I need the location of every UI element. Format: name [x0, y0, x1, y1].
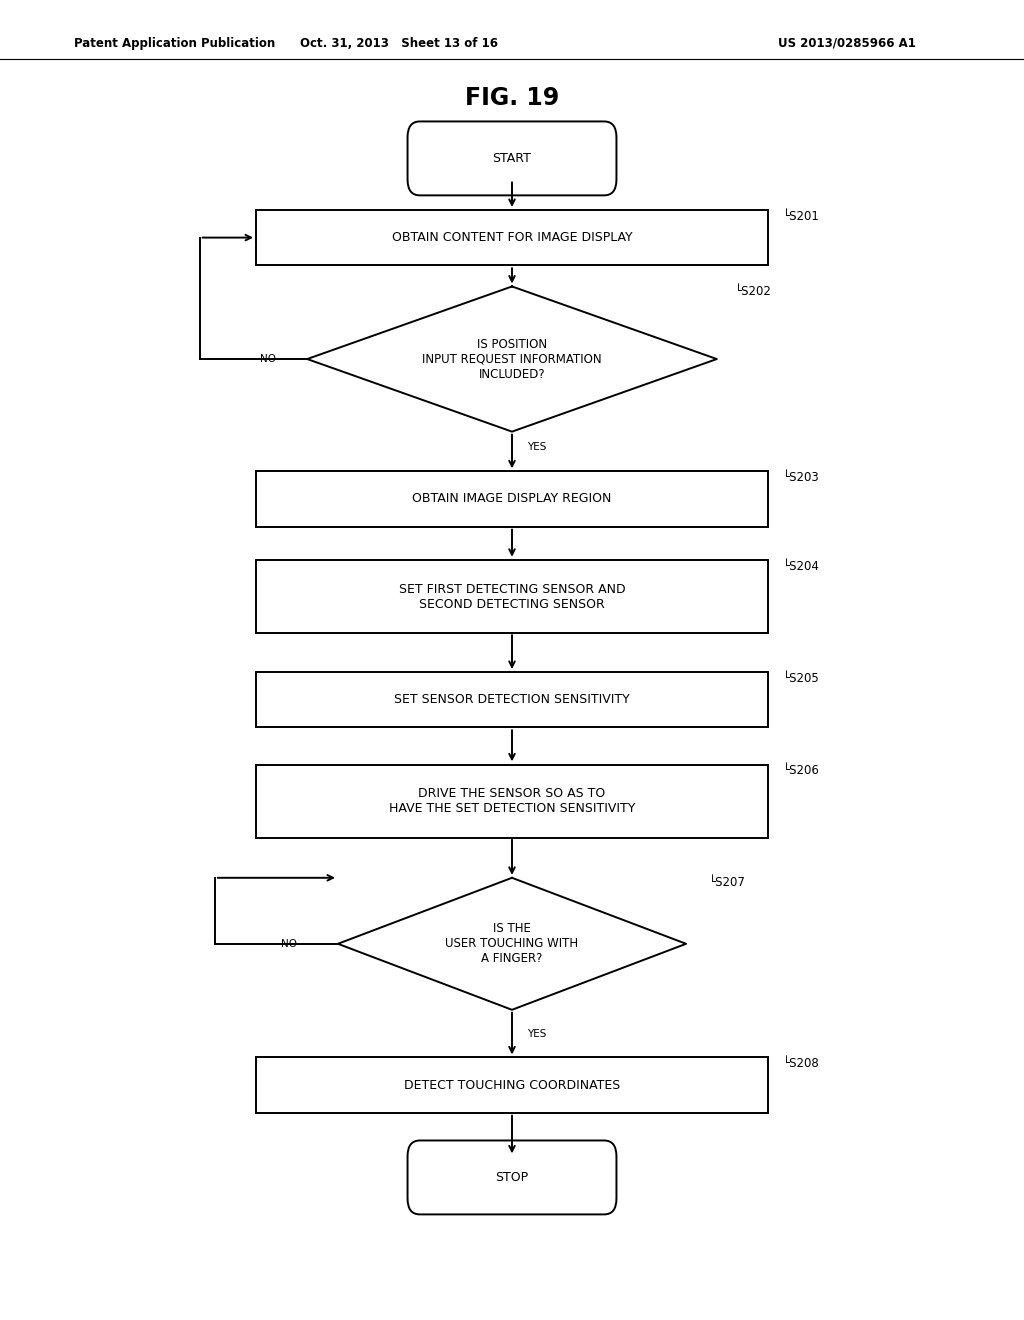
- Text: └S206: └S206: [783, 764, 820, 777]
- Polygon shape: [307, 286, 717, 432]
- Text: └S205: └S205: [783, 672, 820, 685]
- FancyBboxPatch shape: [256, 471, 768, 527]
- Text: SET SENSOR DETECTION SENSITIVITY: SET SENSOR DETECTION SENSITIVITY: [394, 693, 630, 706]
- FancyBboxPatch shape: [256, 766, 768, 838]
- FancyBboxPatch shape: [256, 210, 768, 265]
- Text: NO: NO: [260, 354, 276, 364]
- Text: DETECT TOUCHING COORDINATES: DETECT TOUCHING COORDINATES: [403, 1078, 621, 1092]
- Text: STOP: STOP: [496, 1171, 528, 1184]
- Text: IS POSITION
INPUT REQUEST INFORMATION
INCLUDED?: IS POSITION INPUT REQUEST INFORMATION IN…: [422, 338, 602, 380]
- Text: NO: NO: [281, 939, 297, 949]
- Text: YES: YES: [527, 442, 547, 453]
- Text: └S208: └S208: [783, 1057, 820, 1071]
- Text: IS THE
USER TOUCHING WITH
A FINGER?: IS THE USER TOUCHING WITH A FINGER?: [445, 923, 579, 965]
- Text: └S201: └S201: [783, 210, 820, 223]
- Text: FIG. 19: FIG. 19: [465, 86, 559, 110]
- Text: └S203: └S203: [783, 471, 820, 484]
- FancyBboxPatch shape: [408, 121, 616, 195]
- FancyBboxPatch shape: [256, 560, 768, 632]
- Text: SET FIRST DETECTING SENSOR AND
SECOND DETECTING SENSOR: SET FIRST DETECTING SENSOR AND SECOND DE…: [398, 582, 626, 611]
- Text: Oct. 31, 2013   Sheet 13 of 16: Oct. 31, 2013 Sheet 13 of 16: [300, 37, 499, 50]
- Text: YES: YES: [527, 1028, 547, 1039]
- FancyBboxPatch shape: [408, 1140, 616, 1214]
- Text: OBTAIN CONTENT FOR IMAGE DISPLAY: OBTAIN CONTENT FOR IMAGE DISPLAY: [392, 231, 632, 244]
- Text: START: START: [493, 152, 531, 165]
- Text: US 2013/0285966 A1: US 2013/0285966 A1: [778, 37, 916, 50]
- Text: └S207: └S207: [709, 876, 745, 890]
- Polygon shape: [338, 878, 686, 1010]
- FancyBboxPatch shape: [256, 672, 768, 727]
- FancyBboxPatch shape: [256, 1057, 768, 1113]
- Text: DRIVE THE SENSOR SO AS TO
HAVE THE SET DETECTION SENSITIVITY: DRIVE THE SENSOR SO AS TO HAVE THE SET D…: [389, 787, 635, 816]
- Text: └S204: └S204: [783, 560, 820, 573]
- Text: Patent Application Publication: Patent Application Publication: [74, 37, 275, 50]
- Text: └S202: └S202: [735, 285, 772, 298]
- Text: OBTAIN IMAGE DISPLAY REGION: OBTAIN IMAGE DISPLAY REGION: [413, 492, 611, 506]
